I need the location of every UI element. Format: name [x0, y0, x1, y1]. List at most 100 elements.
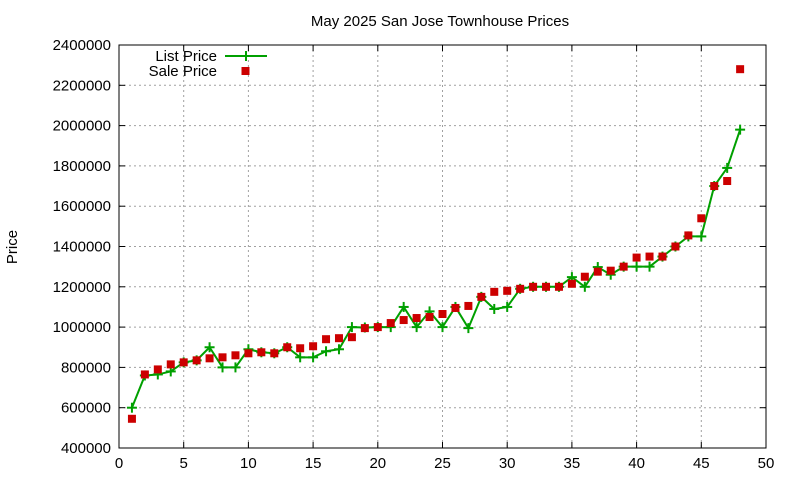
y-tick-label: 600000 [61, 400, 111, 417]
x-tick-label: 20 [369, 455, 386, 472]
sale-price-point [593, 267, 602, 276]
list-price-point [722, 162, 733, 173]
sale-price-point [671, 242, 680, 251]
x-tick-label: 45 [693, 455, 710, 472]
sale-price-point [503, 286, 512, 295]
list-price-point [230, 362, 241, 373]
sale-price-point [179, 358, 188, 367]
sale-price-point [490, 287, 499, 296]
list-price-point [126, 402, 137, 413]
list-price-point [579, 281, 590, 292]
list-price-point [437, 322, 448, 333]
sale-price-point [192, 356, 201, 365]
sale-price-point [283, 343, 292, 352]
sale-price-point [270, 349, 279, 358]
list-price-point [463, 323, 474, 334]
y-tick-label: 800000 [61, 359, 111, 376]
sale-price-point [710, 182, 719, 191]
sale-price-point [296, 344, 305, 353]
sale-price-point [438, 310, 447, 319]
y-tick-label: 1200000 [53, 279, 111, 296]
sale-price-point [373, 323, 382, 332]
x-tick-label: 50 [758, 455, 775, 472]
sale-price-point [153, 365, 162, 374]
sale-price-point [205, 354, 214, 363]
list-price-point [321, 346, 332, 357]
sale-price-point [334, 334, 343, 343]
sale-price-point [580, 272, 589, 281]
sale-price-point [140, 370, 149, 379]
sale-price-point [347, 333, 356, 342]
x-tick-label: 15 [305, 455, 322, 472]
legend-marker-list-price [241, 51, 251, 61]
sale-price-point [412, 314, 421, 323]
legend: List Price Sale Price [149, 48, 267, 80]
x-tick-label: 0 [115, 455, 123, 472]
sale-price-point [606, 266, 615, 275]
grid-lines [119, 45, 766, 448]
chart-title: May 2025 San Jose Townhouse Prices [311, 13, 569, 30]
sale-price-point [567, 279, 576, 288]
y-tick-label: 1600000 [53, 198, 111, 215]
y-axis-label: Price [4, 230, 21, 264]
sale-price-point [166, 360, 175, 369]
y-tick-label: 1800000 [53, 158, 111, 175]
legend-marker-sale-price [241, 67, 250, 75]
list-price-point [411, 322, 422, 333]
sale-price-point [554, 282, 563, 291]
y-tick-label: 400000 [61, 440, 111, 457]
x-tick-label: 10 [240, 455, 257, 472]
sale-price-point [231, 351, 240, 360]
sale-price-point [477, 292, 486, 301]
sale-price-point [529, 282, 538, 291]
axis-ticks [118, 44, 767, 449]
list-price-point [735, 124, 746, 135]
plot-series [126, 65, 746, 423]
list-price-point [295, 352, 306, 363]
y-tick-label: 1400000 [53, 239, 111, 256]
list-price-point [489, 303, 500, 314]
sale-price-point [218, 353, 227, 362]
x-tick-label: 40 [628, 455, 645, 472]
list-price-point [696, 231, 707, 242]
sale-price-point [516, 284, 525, 293]
legend-label-list-price: List Price [155, 48, 217, 65]
sale-price-point [127, 414, 136, 423]
x-tick-label: 5 [180, 455, 188, 472]
sale-price-point [425, 313, 434, 322]
sale-price-point [619, 262, 628, 271]
sale-price-point [386, 319, 395, 328]
sale-price-point [723, 177, 732, 186]
list-price-point [217, 362, 228, 373]
sale-price-point [736, 65, 745, 74]
tick-labels: 0 5 10 15 20 25 30 35 40 45 50 400000 600000 800000 10… [53, 37, 775, 472]
x-tick-label: 35 [564, 455, 581, 472]
sale-price-point [632, 253, 641, 262]
sale-price-point [542, 282, 551, 291]
y-tick-label: 1000000 [53, 319, 111, 336]
sale-price-point [645, 252, 654, 261]
sale-price-point [257, 348, 266, 357]
sale-price-point [244, 349, 253, 358]
sale-price-point [658, 252, 667, 261]
x-tick-label: 25 [434, 455, 451, 472]
sale-price-point [322, 335, 331, 344]
sale-price-point [684, 231, 693, 240]
list-price-point [502, 301, 513, 312]
y-tick-label: 2200000 [53, 77, 111, 94]
plot-frame [118, 44, 767, 449]
sale-price-point [399, 316, 408, 325]
legend-label-sale-price: Sale Price [149, 63, 217, 80]
list-price-point [346, 322, 357, 333]
list-price-point [333, 344, 344, 355]
y-tick-label: 2000000 [53, 118, 111, 135]
sale-price-point [309, 342, 318, 351]
sale-price-point [451, 303, 460, 312]
list-price-point [644, 261, 655, 272]
sale-price-point [697, 214, 706, 223]
list-price-point [398, 301, 409, 312]
x-tick-label: 30 [499, 455, 516, 472]
sale-price-point [464, 301, 473, 310]
list-price-point [204, 342, 215, 353]
